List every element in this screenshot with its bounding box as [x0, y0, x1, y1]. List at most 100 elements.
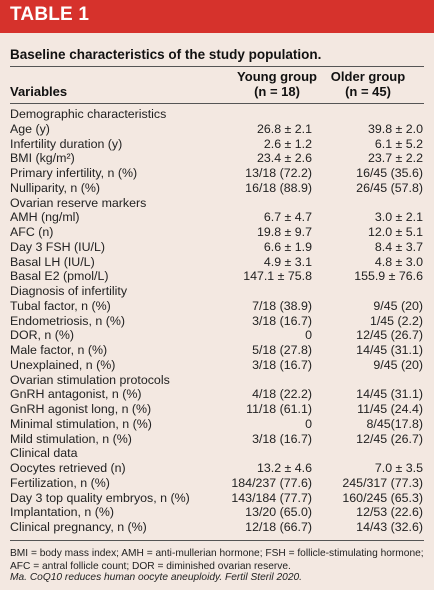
- row-label: Basal E2 (pmol/L): [10, 269, 109, 284]
- table-row: Endometriosis, n (%) 3/18 (16.7) 1/45 (2.2…: [10, 314, 424, 329]
- older-group-value: 7.0 ± 3.5: [374, 461, 423, 475]
- row-label: Mild stimulation, n (%): [10, 431, 132, 446]
- table-number: TABLE 1: [10, 4, 90, 25]
- older-group-header: Older group (n = 45): [328, 69, 408, 99]
- row-label: Tubal factor, n (%): [10, 298, 111, 313]
- row-label: Ovarian stimulation protocols: [10, 372, 170, 387]
- table-row: Fertilization, n (%) 184/237 (77.6) 245/31…: [10, 476, 424, 491]
- table-row: AMH (ng/ml) 6.7 ± 4.7 3.0 ± 2.1: [10, 210, 424, 225]
- older-group-value: 8/45(17.8): [366, 416, 423, 431]
- young-group-value: 19.8 ± 9.7: [256, 225, 312, 239]
- young-group-n: (n = 18): [254, 84, 300, 99]
- older-group-value: 155.9 ± 76.6: [354, 269, 423, 284]
- older-group-value: 16/45 (35.6): [356, 166, 423, 180]
- row-label: Demographic characteristics: [10, 107, 167, 121]
- older-group-value: 26/45 (57.8): [356, 180, 423, 195]
- table-panel: [0, 33, 434, 590]
- table-row: GnRH agonist long, n (%) 11/18 (61.1) 11/4…: [10, 402, 424, 417]
- young-group-value: 5/18 (27.8): [252, 343, 312, 357]
- header-rule: [10, 103, 424, 104]
- older-group-value: 14/43 (32.6): [356, 520, 423, 534]
- young-group-value: 2.6 ± 1.2: [263, 136, 312, 151]
- young-group-value: 4/18 (22.2): [252, 387, 312, 402]
- older-group-value: 9/45 (20): [373, 298, 423, 313]
- table-row: Implantation, n (%) 13/20 (65.0) 12/53 (22…: [10, 505, 424, 520]
- table-row: Age (y) 26.8 ± 2.1 39.8 ± 2.0: [10, 122, 424, 137]
- table-row: Mild stimulation, n (%) 3/18 (16.7) 12/45 …: [10, 432, 424, 447]
- table-row: Day 3 FSH (IU/L) 6.6 ± 1.9 8.4 ± 3.7: [10, 240, 424, 255]
- young-group-value: 3/18 (16.7): [252, 431, 312, 446]
- table-row: Basal LH (IU/L) 4.9 ± 3.1 4.8 ± 3.0: [10, 255, 424, 270]
- young-group-value: 23.4 ± 2.6: [256, 151, 312, 166]
- row-label: Basal LH (IU/L): [10, 254, 95, 269]
- older-group-value: 12.0 ± 5.1: [367, 225, 423, 239]
- older-group-value: 12/45 (26.7): [356, 431, 423, 446]
- row-label: Clinical pregnancy, n (%): [10, 520, 147, 534]
- row-label: Day 3 top quality embryos, n (%): [10, 490, 190, 505]
- young-group-value: 12/18 (66.7): [245, 520, 312, 534]
- older-group-value: 23.7 ± 2.2: [367, 151, 423, 166]
- row-label: BMI (kg/m²): [10, 151, 75, 166]
- row-label: AFC (n): [10, 225, 54, 239]
- young-group-value: 184/237 (77.6): [231, 475, 312, 490]
- older-group-value: 39.8 ± 2.0: [367, 121, 423, 136]
- older-group-value: 14/45 (31.1): [356, 387, 423, 402]
- row-label: Day 3 FSH (IU/L): [10, 239, 106, 254]
- table-row: Unexplained, n (%) 3/18 (16.7) 9/45 (20): [10, 358, 424, 373]
- older-group-value: 9/45 (20): [373, 357, 423, 372]
- row-label: GnRH agonist long, n (%): [10, 402, 152, 416]
- table-row: Oocytes retrieved (n) 13.2 ± 4.6 7.0 ± 3.5: [10, 461, 424, 476]
- table-row: DOR, n (%) 0 12/45 (26.7): [10, 328, 424, 343]
- table-source: Ma. CoQ10 reduces human oocyte aneuploid…: [10, 572, 303, 583]
- young-group-value: 4.9 ± 3.1: [263, 254, 312, 269]
- older-group-title: Older group: [330, 69, 406, 84]
- row-label: Male factor, n (%): [10, 343, 108, 357]
- young-group-value: 6.7 ± 4.7: [263, 210, 312, 225]
- table-row: Minimal stimulation, n (%) 0 8/45(17.8): [10, 417, 424, 432]
- young-group-value: 147.1 ± 75.8: [243, 269, 312, 284]
- table-footnote: BMI = body mass index; AMH = anti-muller…: [10, 548, 424, 572]
- older-group-value: 12/45 (26.7): [356, 328, 423, 343]
- older-group-value: 3.0 ± 2.1: [374, 210, 423, 225]
- row-label: Minimal stimulation, n (%): [10, 416, 152, 431]
- older-group-value: 12/53 (22.6): [356, 505, 423, 520]
- table-caption: Baseline characteristics of the study po…: [10, 47, 322, 62]
- row-label: Ovarian reserve markers: [10, 195, 147, 210]
- table-row: Diagnosis of infertility: [10, 284, 424, 299]
- row-label: Endometriosis, n (%): [10, 313, 125, 328]
- table-row: AFC (n) 19.8 ± 9.7 12.0 ± 5.1: [10, 225, 424, 240]
- table-row: Day 3 top quality embryos, n (%) 143/184 …: [10, 491, 424, 506]
- young-group-header: Young group (n = 18): [237, 69, 317, 99]
- older-group-value: 8.4 ± 3.7: [374, 239, 423, 254]
- row-label: Clinical data: [10, 446, 78, 461]
- older-group-value: 14/45 (31.1): [356, 343, 423, 357]
- table-row: Nulliparity, n (%) 16/18 (88.9) 26/45 (57.…: [10, 181, 424, 196]
- row-label: Primary infertility, n (%): [10, 166, 138, 180]
- row-label: GnRH antagonist, n (%): [10, 387, 142, 402]
- young-group-value: 3/18 (16.7): [252, 357, 312, 372]
- table-header-bar: TABLE 1: [0, 0, 434, 33]
- row-label: Implantation, n (%): [10, 505, 114, 520]
- table-row: Tubal factor, n (%) 7/18 (38.9) 9/45 (20): [10, 299, 424, 314]
- row-label: Fertilization, n (%): [10, 475, 110, 490]
- row-label: Oocytes retrieved (n): [10, 461, 126, 475]
- table-row: Infertility duration (y) 2.6 ± 1.2 6.1 ± 5…: [10, 137, 424, 152]
- row-label: Age (y): [10, 121, 50, 136]
- young-group-title: Young group: [237, 69, 317, 84]
- row-label: Infertility duration (y): [10, 136, 123, 151]
- young-group-value: 13/18 (72.2): [245, 166, 312, 180]
- older-group-value: 11/45 (24.4): [357, 402, 423, 416]
- table-row: Male factor, n (%) 5/18 (27.8) 14/45 (31.1…: [10, 343, 424, 358]
- top-rule: [10, 66, 424, 67]
- young-group-value: 13/20 (65.0): [245, 505, 312, 520]
- table-row: BMI (kg/m²) 23.4 ± 2.6 23.7 ± 2.2: [10, 151, 424, 166]
- bottom-rule: [10, 540, 424, 541]
- table-row: Demographic characteristics: [10, 107, 424, 122]
- row-label: AMH (ng/ml): [10, 210, 80, 225]
- older-group-value: 6.1 ± 5.2: [374, 136, 423, 151]
- young-group-value: 11/18 (61.1): [246, 402, 312, 416]
- older-group-value: 245/317 (77.3): [342, 475, 423, 490]
- young-group-value: 26.8 ± 2.1: [256, 121, 312, 136]
- table-row: Basal E2 (pmol/L) 147.1 ± 75.8 155.9 ± 76.…: [10, 269, 424, 284]
- table-row: Ovarian reserve markers: [10, 196, 424, 211]
